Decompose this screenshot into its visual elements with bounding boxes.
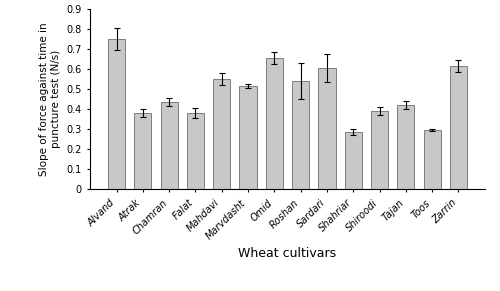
X-axis label: Wheat cultivars: Wheat cultivars bbox=[238, 246, 336, 260]
Bar bbox=[240, 86, 256, 189]
Y-axis label: Slope of force against time in
puncture test (N/s): Slope of force against time in puncture … bbox=[39, 22, 60, 176]
Bar bbox=[398, 105, 414, 189]
Bar bbox=[450, 66, 467, 189]
Bar bbox=[108, 39, 125, 189]
Bar bbox=[318, 68, 336, 189]
Bar bbox=[371, 111, 388, 189]
Bar bbox=[134, 113, 152, 189]
Bar bbox=[266, 58, 283, 189]
Bar bbox=[424, 130, 440, 189]
Bar bbox=[292, 81, 309, 189]
Bar bbox=[213, 79, 230, 189]
Bar bbox=[344, 132, 362, 189]
Bar bbox=[160, 102, 178, 189]
Bar bbox=[187, 113, 204, 189]
